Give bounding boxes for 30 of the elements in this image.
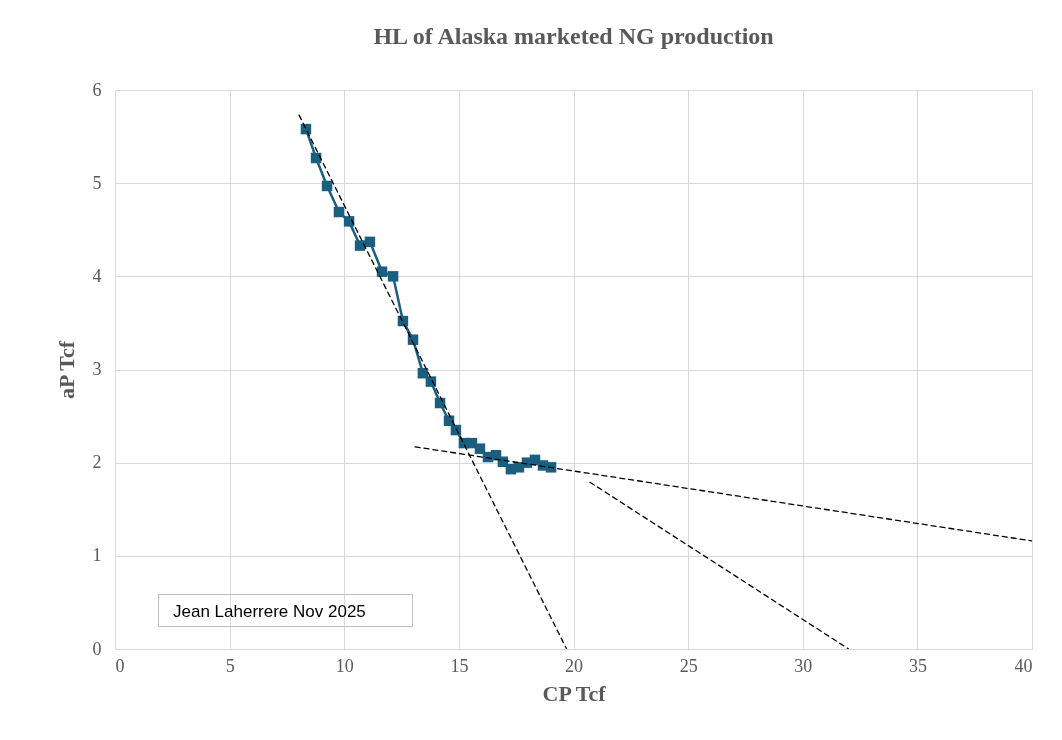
x-tick-label: 35 [908,655,927,676]
y-tick-label: 4 [92,265,102,286]
point [387,271,399,282]
x-tick-label: 25 [679,655,698,676]
x-axis-title: CP Tcf [542,680,607,706]
x-tick-label: 40 [1014,655,1033,676]
y-axis-title: aP Tcf [53,340,79,400]
point [354,240,366,251]
point [425,376,437,387]
point [474,443,486,454]
x-tick-label: 0 [115,655,125,676]
point [333,206,345,218]
y-tick-label: 3 [92,359,102,379]
point [343,216,355,227]
x-tick-label: 10 [335,655,354,676]
point [376,266,388,277]
x-tick-label: 30 [794,655,813,676]
point [364,236,376,248]
x-tick-label: 15 [450,655,469,676]
chart-title: HL of Alaska marketed NG production [373,23,774,49]
y-tick-label: 6 [92,79,102,100]
point [321,180,333,192]
point [545,462,557,473]
y-tick-label: 0 [92,638,102,659]
x-tick-label: 20 [565,655,583,676]
x-tick-label: 5 [225,655,235,676]
y-tick-label: 1 [92,545,102,566]
y-tick-label: 5 [92,172,102,193]
y-tick-label: 2 [92,452,102,473]
text-box: Jean Laherrere Nov 2025 [158,594,413,627]
